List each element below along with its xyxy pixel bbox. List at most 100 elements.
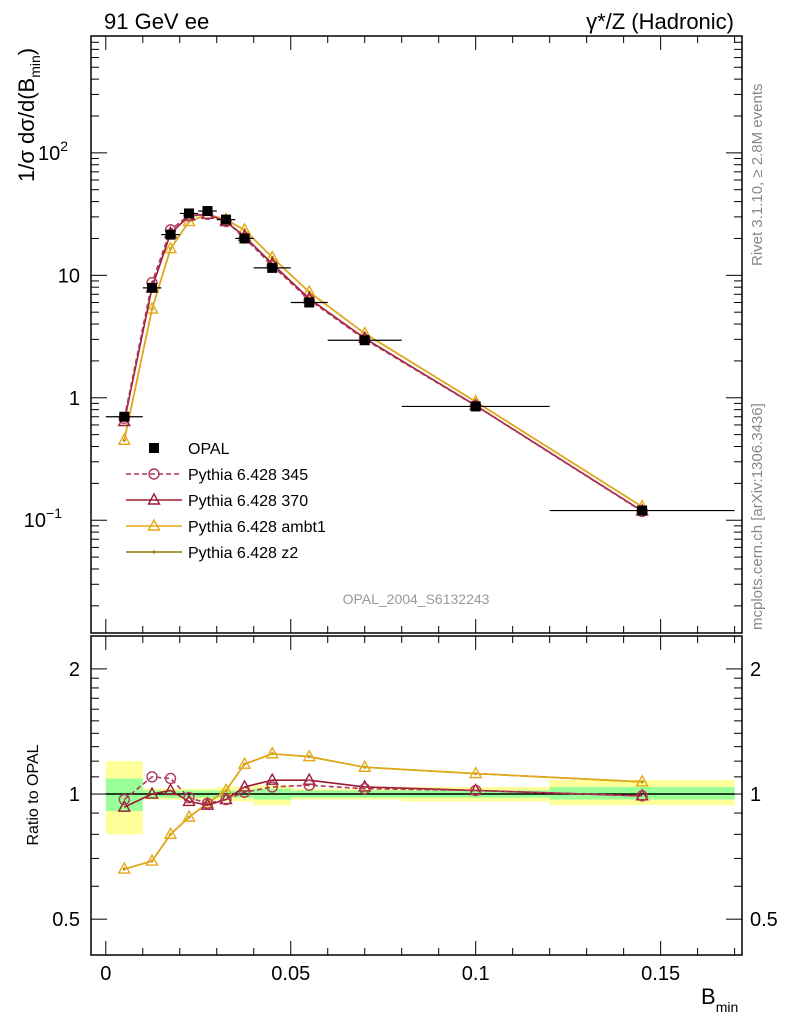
header-right: γ*/Z (Hadronic)	[586, 9, 734, 34]
ratio-y-tick-label: 0.5	[52, 909, 80, 931]
analysis-id: OPAL_2004_S6132243	[343, 591, 490, 607]
legend-label: OPAL	[188, 441, 230, 458]
marker-triangle	[145, 853, 159, 866]
legend-label: Pythia 6.428 345	[188, 467, 308, 484]
header-left: 91 GeV ee	[104, 9, 209, 34]
marker-triangle	[200, 797, 215, 810]
marker-triangle	[468, 783, 483, 796]
marker-triangle	[302, 284, 316, 297]
x-tick-label: 0.1	[462, 963, 490, 985]
y-tick-label: 102	[38, 138, 68, 165]
marker-triangle	[117, 432, 131, 445]
marker-triangle	[182, 809, 196, 822]
marker-square	[147, 282, 158, 293]
marker-triangle	[302, 749, 316, 762]
marker-circle	[266, 781, 278, 793]
marker-circle	[148, 468, 160, 480]
ratio-y-tick-label: 1	[69, 784, 80, 806]
legend-label: Pythia 6.428 ambt1	[188, 519, 326, 536]
marker-triangle	[265, 746, 279, 759]
marker-square	[184, 208, 195, 219]
y-tick-label: 10−1	[24, 505, 62, 532]
marker-circle	[469, 784, 482, 797]
marker-square	[202, 206, 213, 217]
marker-square	[267, 262, 278, 273]
marker-triangle	[635, 774, 649, 787]
marker-triangle	[145, 301, 159, 314]
marker-circle	[201, 797, 214, 810]
marker-triangle	[468, 766, 483, 779]
main-y-axis-label-sub: min	[27, 55, 43, 78]
ratio-y-tick-label-right: 0.5	[750, 909, 778, 931]
marker-square	[165, 229, 176, 240]
series-line	[123, 776, 643, 805]
marker-square	[239, 233, 250, 244]
legend-label: Pythia 6.428 370	[188, 493, 308, 510]
legend-label: Pythia 6.428 z2	[188, 545, 298, 562]
marker-circle	[303, 779, 315, 791]
marker-circle	[359, 783, 371, 795]
marker-triangle	[117, 861, 131, 874]
marker-triangle	[117, 799, 131, 812]
marker-square	[637, 505, 648, 516]
series-line	[123, 213, 643, 508]
ratio-panel: 0 0.05 0.1 0.15 0.5 0.5 1 1 2 2	[52, 635, 778, 985]
x-tick-label: 0	[100, 963, 111, 985]
marker-circle	[146, 771, 158, 783]
marker-square	[119, 411, 130, 422]
ratio-y-tick-label-right: 1	[750, 784, 761, 806]
marker-circle	[238, 786, 251, 798]
y-tick-exponent: −1	[46, 505, 62, 521]
marker-square	[470, 401, 481, 412]
marker-dot	[152, 550, 156, 554]
ratio-y-tick-label-right: 2	[750, 659, 761, 681]
series-line	[124, 752, 643, 870]
marker-square	[149, 443, 159, 453]
x-axis-label-text: B	[701, 984, 716, 1009]
x-axis-label: Bmin	[701, 984, 738, 1015]
y-tick-label: 1	[69, 388, 80, 410]
marker-triangle	[163, 241, 178, 254]
marker-triangle	[147, 518, 161, 531]
marker-square	[359, 335, 370, 346]
marker-triangle	[265, 249, 279, 263]
ratio-y-axis-label: Ratio to OPAL	[25, 744, 42, 845]
band-inner	[549, 786, 735, 800]
marker-circle	[164, 772, 177, 785]
ratio-y-tick-label: 2	[69, 659, 80, 681]
mcplots-label: mcplots.cern.ch [arXiv:1306.3436]	[749, 403, 766, 630]
x-tick-label: 0.15	[641, 963, 680, 985]
y-tick-exponent: 2	[60, 138, 68, 154]
marker-triangle	[635, 788, 649, 801]
marker-square	[304, 297, 315, 308]
marker-triangle	[145, 786, 159, 799]
marker-circle	[183, 791, 195, 804]
marker-triangle	[163, 783, 178, 796]
main-frame	[90, 35, 743, 634]
marker-triangle	[358, 759, 372, 772]
main-panel: 10−1 1 10 102	[24, 35, 743, 634]
marker-triangle	[237, 756, 252, 769]
marker-circle	[220, 793, 232, 806]
main-y-axis-label-text: 1/σ dσ/d(B	[14, 78, 39, 182]
marker-triangle	[182, 793, 196, 807]
ratio-frame	[90, 635, 743, 956]
x-tick-label: 0.05	[271, 963, 310, 985]
marker-triangle	[302, 772, 316, 785]
marker-triangle	[265, 772, 279, 785]
main-y-axis-label-close: )	[14, 48, 39, 55]
marker-circle	[636, 790, 648, 802]
marker-triangle	[147, 492, 161, 505]
legend: OPAL Pythia 6.428 345 Pythia 6.428 370 Pyth…	[126, 441, 326, 562]
main-y-axis-label: 1/σ dσ/d(Bmin)	[14, 48, 43, 182]
marker-triangle	[358, 779, 372, 792]
series-line	[124, 752, 643, 870]
marker-square	[221, 214, 232, 225]
x-axis-label-sub: min	[716, 999, 739, 1015]
rivet-label: Rivet 3.1.10, ≥ 2.8M events	[749, 84, 766, 267]
marker-circle	[118, 793, 130, 806]
y-tick-label: 10	[58, 265, 80, 287]
marker-triangle	[237, 779, 252, 792]
marker-triangle	[163, 826, 178, 840]
